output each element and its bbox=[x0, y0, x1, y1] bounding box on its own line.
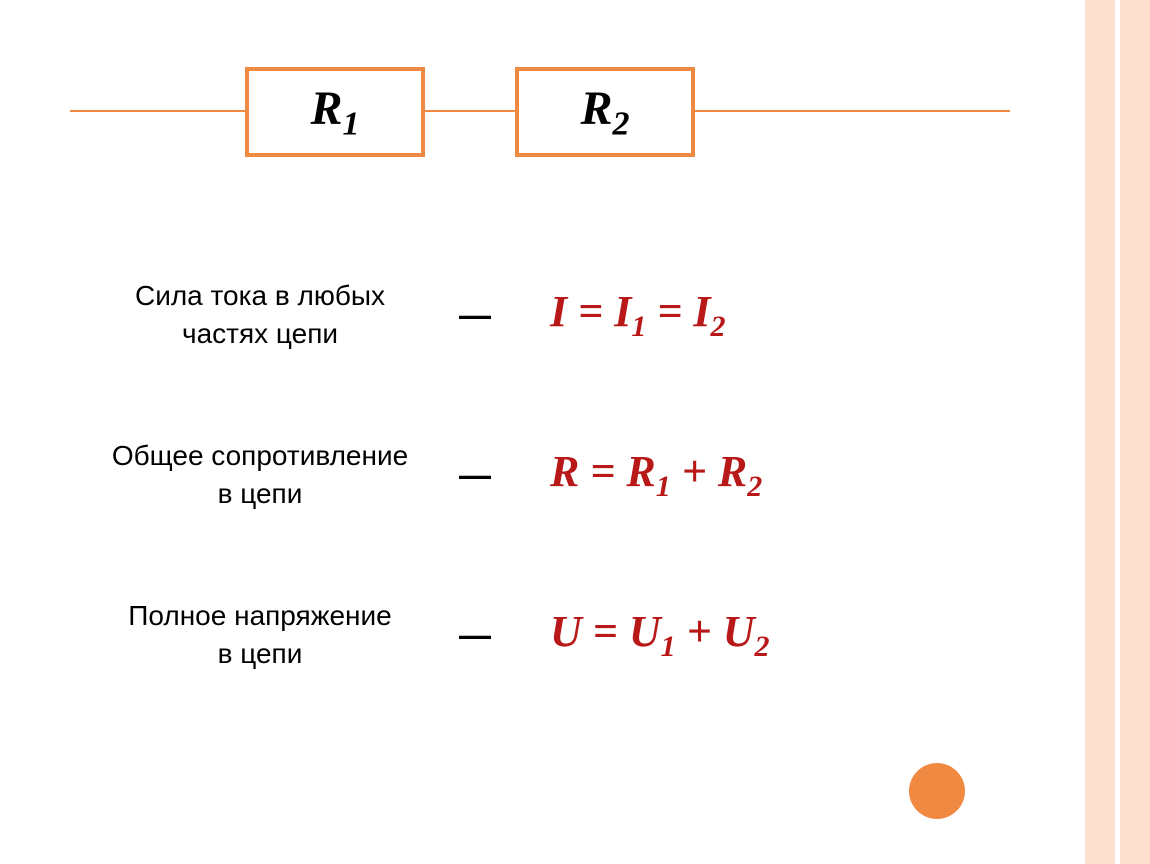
side-band-inner bbox=[1120, 0, 1150, 864]
formula-row-voltage: Полное напряжение в цепи — U = U1 + U2 bbox=[90, 590, 990, 680]
wire-segment-3 bbox=[695, 110, 1010, 112]
resistor-r1: R1 bbox=[245, 67, 425, 157]
circuit-diagram: R1 R2 bbox=[70, 60, 1010, 180]
decorative-circle-icon bbox=[909, 763, 965, 819]
resistor-r2-label: R2 bbox=[580, 81, 629, 144]
dash-separator: — bbox=[430, 457, 520, 494]
dash-separator: — bbox=[430, 617, 520, 654]
formula-current: I = I1 = I2 bbox=[520, 286, 990, 344]
formula-row-resistance: Общее сопротивление в цепи — R = R1 + R2 bbox=[90, 430, 990, 520]
label-voltage: Полное напряжение в цепи bbox=[90, 597, 430, 673]
formula-row-current: Сила тока в любых частях цепи — I = I1 =… bbox=[90, 270, 990, 360]
wire-segment-2 bbox=[425, 110, 515, 112]
resistor-r2: R2 bbox=[515, 67, 695, 157]
formula-list: Сила тока в любых частях цепи — I = I1 =… bbox=[90, 270, 990, 750]
side-band-outer bbox=[1085, 0, 1115, 864]
dash-separator: — bbox=[430, 297, 520, 334]
formula-resistance: R = R1 + R2 bbox=[520, 446, 990, 504]
resistor-r1-label: R1 bbox=[310, 81, 359, 144]
wire-segment-1 bbox=[70, 110, 245, 112]
slide-side-border bbox=[1085, 0, 1150, 864]
label-resistance: Общее сопротивление в цепи bbox=[90, 437, 430, 513]
slide-content: R1 R2 Сила тока в любых частях цепи — I … bbox=[0, 0, 1085, 864]
formula-voltage: U = U1 + U2 bbox=[520, 606, 990, 664]
label-current: Сила тока в любых частях цепи bbox=[90, 277, 430, 353]
